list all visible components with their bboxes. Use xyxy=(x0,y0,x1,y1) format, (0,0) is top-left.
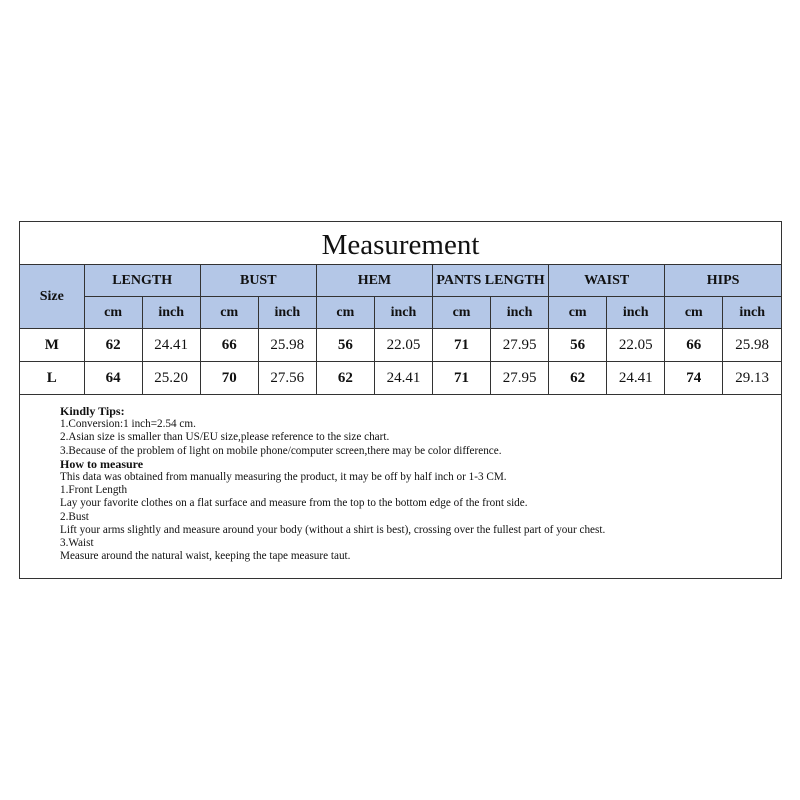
group-header: BUST xyxy=(199,265,317,297)
table-row: M 62 24.41 66 25.98 56 22.05 71 27.95 56 22.05 66 25… xyxy=(20,328,781,362)
group-header: PANTS LENGTH xyxy=(431,265,550,297)
cm-cell: 62 xyxy=(83,328,143,362)
cm-cell: 56 xyxy=(548,328,608,362)
cm-cell: 64 xyxy=(83,361,143,395)
size-cell: L xyxy=(20,361,85,395)
size-header: Size xyxy=(20,265,85,329)
inch-cell: 24.41 xyxy=(606,361,666,395)
measure-line: 1.Front Length xyxy=(60,484,128,497)
inch-cell: 25.20 xyxy=(141,361,201,395)
unit-header-row: cm inch cm inch cm inch cm inch cm inch cm inch xyxy=(20,296,781,329)
inch-cell: 24.41 xyxy=(373,361,433,395)
cm-cell: 56 xyxy=(315,328,375,362)
cm-cell: 74 xyxy=(664,361,724,395)
inch-cell: 22.05 xyxy=(606,328,666,362)
measure-line: 2.Bust xyxy=(60,510,89,523)
group-header: HIPS xyxy=(664,265,781,297)
measure-line: Measure around the natural waist, keepin… xyxy=(60,550,351,563)
inch-cell: 22.05 xyxy=(373,328,433,362)
cm-cell: 62 xyxy=(548,361,608,395)
unit-header: cm xyxy=(84,296,143,329)
measure-line: 3.Waist xyxy=(60,537,94,550)
cm-cell: 71 xyxy=(431,361,492,395)
chart-title: Measurement xyxy=(20,222,781,265)
inch-cell: 29.13 xyxy=(722,361,781,395)
inch-cell: 24.41 xyxy=(141,328,201,362)
tips-section: Kindly Tips: 1.Conversion:1 inch=2.54 cm… xyxy=(20,395,781,563)
size-table: Size LENGTH BUST HEM PANTS LENGTH WAIST HIPS … xyxy=(20,265,781,395)
inch-cell: 25.98 xyxy=(257,328,317,362)
unit-header: inch xyxy=(606,296,666,329)
table-row: L 64 25.20 70 27.56 62 24.41 71 27.95 62 24.41 74 29… xyxy=(20,361,781,395)
tip-item: 3.Because of the problem of light on mob… xyxy=(60,444,502,457)
group-header: LENGTH xyxy=(83,265,201,297)
group-header-row: Size LENGTH BUST HEM PANTS LENGTH WAIST HIPS xyxy=(20,265,781,329)
size-cell: M xyxy=(20,328,85,362)
tip-item: 2.Asian size is smaller than US/EU size,… xyxy=(60,431,390,444)
measure-line: Lay your favorite clothes on a flat surf… xyxy=(60,497,528,510)
unit-header: cm xyxy=(431,296,492,329)
tip-item: 1.Conversion:1 inch=2.54 cm. xyxy=(60,418,196,431)
cm-cell: 62 xyxy=(315,361,375,395)
measure-line: Lift your arms slightly and measure arou… xyxy=(60,523,606,536)
unit-header: inch xyxy=(373,296,433,329)
unit-header: cm xyxy=(199,296,259,329)
size-chart: Measurement Size LENGTH BUST HEM PANTS LENG… xyxy=(19,221,782,579)
unit-header: cm xyxy=(548,296,608,329)
cm-cell: 71 xyxy=(431,328,492,362)
unit-header: inch xyxy=(722,296,781,329)
measure-line: This data was obtained from manually mea… xyxy=(60,471,507,484)
unit-header: cm xyxy=(315,296,375,329)
group-header: WAIST xyxy=(548,265,666,297)
cm-cell: 66 xyxy=(199,328,259,362)
inch-cell: 27.95 xyxy=(490,361,550,395)
how-to-measure-heading: How to measure xyxy=(60,456,144,471)
cm-cell: 66 xyxy=(664,328,724,362)
unit-header: inch xyxy=(141,296,201,329)
unit-header: inch xyxy=(490,296,550,329)
inch-cell: 27.95 xyxy=(490,328,550,362)
unit-header: cm xyxy=(664,296,724,329)
group-header: HEM xyxy=(315,265,433,297)
unit-header: inch xyxy=(257,296,317,329)
cm-cell: 70 xyxy=(199,361,259,395)
inch-cell: 27.56 xyxy=(257,361,317,395)
inch-cell: 25.98 xyxy=(722,328,781,362)
tips-heading: Kindly Tips: xyxy=(60,404,125,418)
